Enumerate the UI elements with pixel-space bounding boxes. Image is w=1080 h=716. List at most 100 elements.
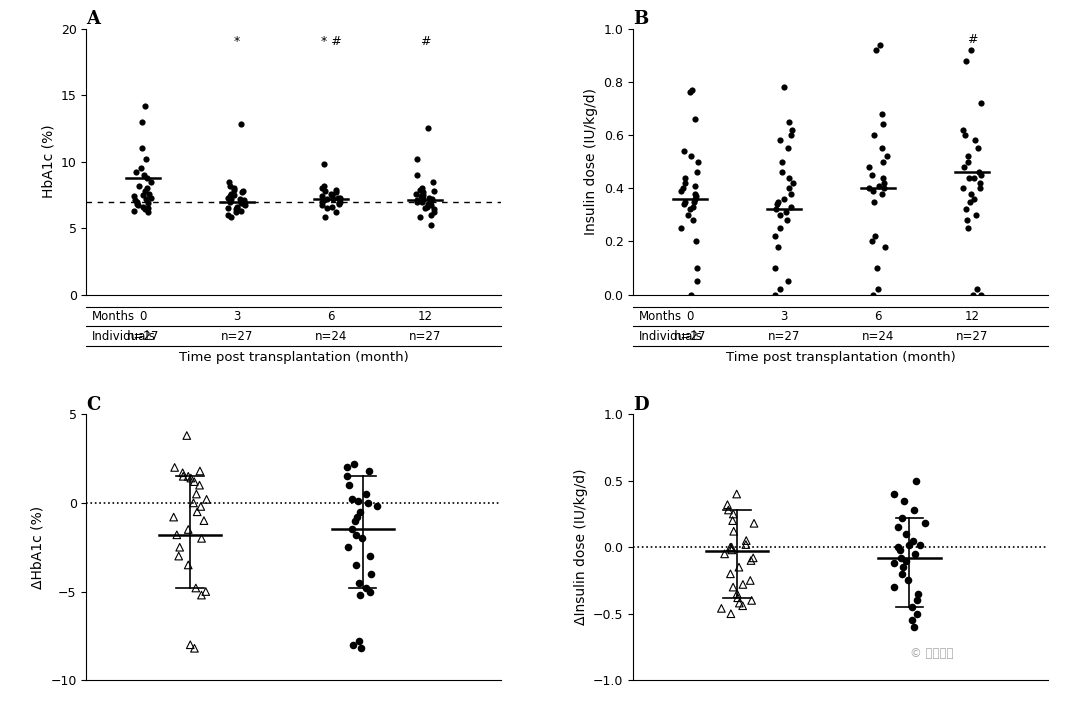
Point <box>414 183 431 194</box>
Point <box>222 193 240 205</box>
Point <box>221 190 239 202</box>
Point <box>962 188 980 199</box>
Point <box>956 130 973 141</box>
Point <box>219 192 237 203</box>
Point <box>234 185 252 197</box>
Point <box>232 119 249 130</box>
Point <box>348 529 365 541</box>
Point <box>419 122 436 134</box>
Point <box>137 153 154 165</box>
Point <box>890 541 907 553</box>
Y-axis label: ΔInsulin dose (IU/kg/d): ΔInsulin dose (IU/kg/d) <box>573 469 588 626</box>
Text: #: # <box>420 35 431 48</box>
Point <box>198 586 215 597</box>
Point <box>343 524 361 536</box>
Point <box>139 197 157 208</box>
Point <box>966 135 983 146</box>
Point <box>777 206 794 218</box>
Point <box>324 189 341 200</box>
Point <box>687 193 704 205</box>
Point <box>411 212 429 223</box>
Point <box>863 236 880 247</box>
Point <box>771 223 788 234</box>
Text: 12: 12 <box>964 309 980 323</box>
Point <box>725 526 742 537</box>
Point <box>327 184 345 195</box>
Point <box>767 262 784 274</box>
Point <box>969 284 986 295</box>
Point <box>357 488 375 500</box>
Point <box>683 150 700 162</box>
Point <box>687 236 704 247</box>
Point <box>768 198 785 210</box>
Point <box>134 201 151 213</box>
Point <box>728 488 745 500</box>
Point <box>673 185 690 197</box>
Point <box>956 161 973 173</box>
Point <box>875 156 892 168</box>
Point <box>675 198 692 210</box>
Point <box>330 198 348 210</box>
Point <box>423 193 441 205</box>
Point <box>138 172 156 183</box>
Point <box>235 195 253 207</box>
Point <box>228 206 245 218</box>
Y-axis label: HbA1c (%): HbA1c (%) <box>41 125 55 198</box>
Point <box>350 636 367 647</box>
Point <box>725 508 742 520</box>
Point <box>769 195 786 207</box>
Point <box>742 555 759 566</box>
Point <box>713 603 730 614</box>
Text: n=27: n=27 <box>956 329 988 343</box>
Point <box>971 177 988 188</box>
Point <box>876 177 893 188</box>
Point <box>955 124 972 135</box>
Point <box>323 201 340 213</box>
Point <box>729 592 746 604</box>
Point <box>893 568 910 579</box>
Point <box>235 198 253 210</box>
Point <box>729 588 746 599</box>
Point <box>676 172 693 183</box>
Point <box>315 158 333 170</box>
Point <box>408 195 426 207</box>
Point <box>865 195 882 207</box>
Point <box>129 195 146 207</box>
Point <box>138 183 156 194</box>
Point <box>904 614 921 626</box>
Point <box>350 577 367 589</box>
Point <box>348 511 365 523</box>
Text: Months: Months <box>92 309 135 323</box>
Point <box>767 231 784 242</box>
Point <box>138 193 156 205</box>
Y-axis label: Insulin dose (IU/kg/d): Insulin dose (IU/kg/d) <box>584 88 598 235</box>
Point <box>414 186 431 198</box>
Text: 3: 3 <box>233 309 241 323</box>
Point <box>315 195 333 206</box>
Point <box>897 555 915 566</box>
Point <box>221 180 239 191</box>
Point <box>771 284 788 295</box>
Point <box>338 462 355 473</box>
Text: 0: 0 <box>686 309 693 323</box>
Point <box>228 201 245 213</box>
Point <box>419 198 436 210</box>
Point <box>684 84 701 95</box>
Text: n=24: n=24 <box>315 329 348 343</box>
Text: © 细胞王国: © 细胞王国 <box>909 647 954 660</box>
Point <box>415 193 432 205</box>
Point <box>329 192 347 203</box>
Point <box>724 515 741 526</box>
Point <box>313 183 330 194</box>
Point <box>908 608 926 619</box>
Point <box>891 544 908 556</box>
Point <box>362 586 379 597</box>
Point <box>368 500 386 512</box>
Point <box>773 167 791 178</box>
Point <box>873 188 890 199</box>
Point <box>961 195 978 207</box>
Point <box>767 204 784 216</box>
Point <box>689 276 706 287</box>
Point <box>868 262 886 274</box>
Point <box>426 185 443 197</box>
